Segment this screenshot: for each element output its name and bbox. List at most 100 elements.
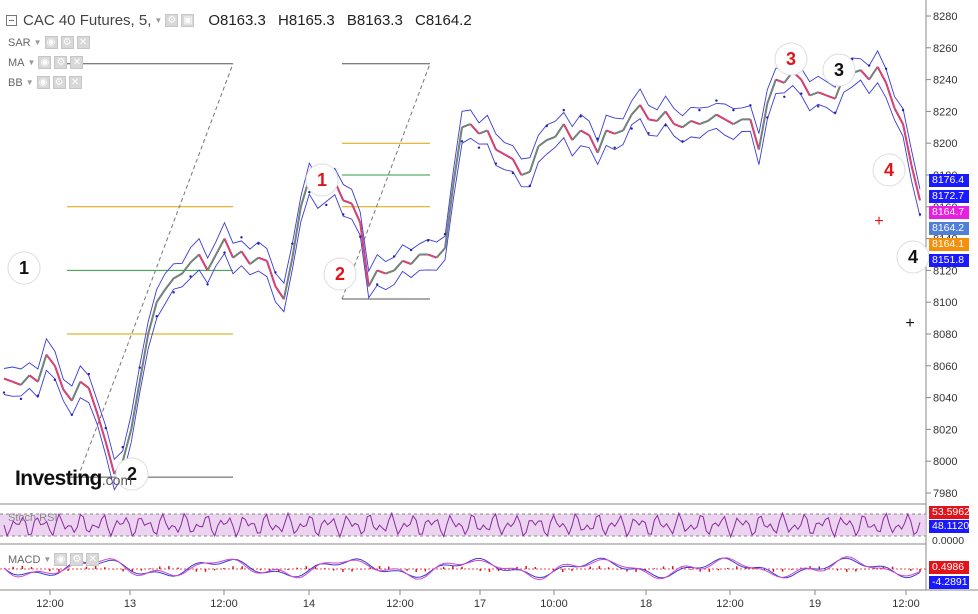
- close-icon[interactable]: ✕: [70, 56, 84, 69]
- bollinger-upper: [3, 49, 921, 461]
- settings-icon[interactable]: ⚙: [60, 36, 74, 49]
- chart-type-icon[interactable]: ▣: [181, 13, 195, 27]
- sar-dot: [884, 67, 888, 70]
- sar-dot: [867, 64, 871, 67]
- sar-dot: [749, 104, 752, 107]
- sar-dot: [901, 108, 905, 112]
- wave-label: 4: [908, 247, 918, 267]
- sar-dot: [121, 446, 124, 449]
- y-tick-label: 8240: [933, 75, 957, 87]
- wave-label-circle: [7, 251, 41, 285]
- sar-dot: [715, 99, 718, 102]
- sar-dot: [36, 394, 40, 397]
- x-tick-label: 14: [303, 598, 315, 610]
- sar-dot: [70, 413, 74, 416]
- eye-icon[interactable]: ◉: [44, 36, 58, 49]
- stoch-rsi-label[interactable]: Stoch RSI: [8, 512, 58, 524]
- wave-label-circle: [323, 257, 357, 291]
- bollinger-lower: [3, 79, 921, 491]
- y-tick-label: 8040: [933, 393, 957, 405]
- eye-icon[interactable]: ◉: [38, 56, 52, 69]
- sar-dot: [681, 140, 684, 143]
- chevron-down-icon[interactable]: ▼: [33, 38, 42, 47]
- y-tick-label: 8080: [933, 329, 957, 341]
- indicator-sar[interactable]: SAR ▼ ◉ ⚙ ✕: [8, 36, 90, 49]
- stoch-rsi-line: [3, 511, 921, 539]
- wave-label: 1: [19, 258, 29, 278]
- sar-dot: [87, 372, 91, 376]
- settings-icon[interactable]: ⚙: [52, 76, 66, 89]
- sar-dot: [19, 397, 23, 401]
- x-tick-label: 19: [809, 598, 821, 610]
- sar-dot: [325, 203, 328, 207]
- investing-logo: Investing.com: [15, 467, 132, 491]
- wave-label-circle: [774, 42, 808, 76]
- settings-icon[interactable]: ⚙: [54, 56, 68, 69]
- chevron-down-icon[interactable]: ▼: [27, 58, 36, 67]
- sar-dot: [359, 235, 362, 238]
- sar-dot: [817, 105, 820, 108]
- price-tag: 8164.1: [929, 238, 969, 251]
- sar-dot: [630, 127, 633, 130]
- x-tick-label: 12:00: [892, 598, 920, 610]
- sar-dot: [918, 213, 922, 216]
- sar-dot: [392, 255, 396, 258]
- y-tick-label: 8120: [933, 265, 957, 277]
- sar-dot: [613, 146, 616, 149]
- close-value: C8164.2: [414, 11, 472, 29]
- sar-dot: [766, 116, 769, 119]
- high-value: H8165.3: [278, 11, 335, 29]
- sar-dot: [189, 275, 192, 278]
- sar-dot: [240, 236, 243, 239]
- y-tick-label: 8000: [933, 456, 957, 468]
- wave-label: 2: [335, 264, 345, 284]
- sar-dot: [291, 242, 294, 245]
- wave-label-circle: [115, 457, 149, 491]
- y-tick-label: 8020: [933, 424, 957, 436]
- sar-dot: [579, 115, 582, 118]
- macd-label[interactable]: MACD ▼ ◉ ⚙ ✕: [8, 553, 100, 566]
- chevron-down-icon[interactable]: ▼: [154, 15, 163, 25]
- x-tick-label: 18: [640, 598, 652, 610]
- collapse-icon[interactable]: [6, 14, 17, 26]
- trend-diagonal: [77, 63, 234, 478]
- eye-icon[interactable]: ◉: [36, 76, 50, 89]
- sar-dot: [426, 239, 430, 242]
- close-icon[interactable]: ✕: [76, 36, 90, 49]
- indicator-ma[interactable]: MA ▼ ◉ ⚙ ✕: [8, 56, 84, 69]
- sar-dot: [545, 124, 549, 128]
- wave-label: 3: [834, 60, 844, 80]
- settings-icon[interactable]: ⚙: [70, 553, 84, 566]
- close-icon[interactable]: ✕: [86, 553, 100, 566]
- stoch-tag: 53.5962: [929, 506, 970, 519]
- close-icon[interactable]: ✕: [68, 76, 82, 89]
- y-tick-label: 8100: [933, 297, 957, 309]
- sar-dot: [494, 162, 498, 165]
- price-tag: 8151.8: [929, 254, 969, 267]
- price-tag: 8164.7: [929, 206, 969, 219]
- sar-dot: [596, 137, 599, 140]
- wave-label-circle: [305, 163, 339, 197]
- indicator-label: MA: [8, 56, 25, 69]
- indicator-bb[interactable]: BB ▼ ◉ ⚙ ✕: [8, 76, 82, 89]
- sar-dot: [800, 92, 803, 95]
- settings-icon[interactable]: ⚙: [165, 13, 179, 27]
- price-tag: 8164.2: [929, 222, 969, 235]
- sar-dot: [477, 146, 481, 149]
- bid-value: B8163.3: [346, 11, 403, 29]
- sar-dot: [104, 426, 107, 430]
- sar-dot: [342, 213, 345, 216]
- symbol-title[interactable]: CAC 40 Futures, 5,: [23, 11, 152, 29]
- eye-icon[interactable]: ◉: [54, 553, 68, 566]
- chevron-down-icon[interactable]: ▼: [43, 555, 52, 564]
- chevron-down-icon[interactable]: ▼: [25, 78, 34, 87]
- sar-dot: [783, 95, 786, 98]
- wave-label: 4: [884, 160, 894, 180]
- sar-dot: [308, 190, 311, 194]
- sar-dot: [274, 271, 277, 274]
- x-tick-label: 13: [124, 598, 136, 610]
- black-crosshair-icon: +: [905, 315, 914, 332]
- y-tick-label: 8280: [933, 11, 957, 23]
